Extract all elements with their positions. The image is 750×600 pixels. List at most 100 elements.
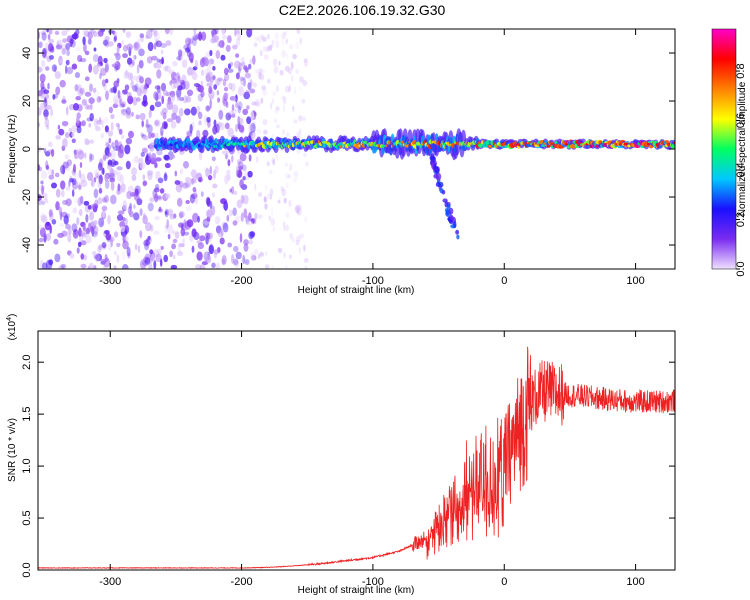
heatmap-cell [181, 74, 187, 84]
heatmap-cell [90, 225, 95, 234]
heatmap-cell [101, 166, 104, 175]
heatmap-cell [154, 193, 159, 203]
heatmap-cell [171, 95, 176, 102]
heatmap-cell [208, 58, 215, 65]
heatmap-cell [147, 202, 154, 212]
heatmap-cell [43, 147, 47, 154]
heatmap-cell [263, 196, 266, 203]
heatmap-cell [119, 174, 124, 185]
heatmap-cell [121, 89, 128, 95]
heatmap-cell [84, 50, 90, 56]
heatmap-cell [60, 189, 65, 198]
heatmap-cell [232, 220, 238, 226]
heatmap-cell [205, 255, 212, 264]
heatmap-cell [222, 150, 229, 156]
heatmap-cell [87, 204, 92, 210]
heatmap-cell [49, 55, 54, 60]
heatmap-cell [113, 35, 118, 42]
heatmap-cell [46, 124, 50, 130]
heatmap-cell [272, 91, 276, 96]
heatmap-cell [227, 68, 234, 73]
heatmap-cell [291, 237, 296, 243]
heatmap-cell [168, 69, 175, 75]
spectrogram-heatmap [38, 29, 675, 269]
heatmap-cell [301, 98, 306, 104]
heatmap-cell [122, 200, 128, 211]
heatmap-cell [92, 87, 97, 93]
heatmap-cell [243, 239, 249, 246]
heatmap-cell [178, 107, 184, 117]
heatmap-cell [186, 66, 194, 76]
spectrogram-x-axis-label: Height of straight line (km) [298, 285, 415, 296]
heatmap-cell [41, 32, 47, 41]
heatmap-cell [117, 183, 121, 192]
heatmap-cell [247, 77, 252, 82]
heatmap-cell [212, 65, 216, 71]
heatmap-cell [103, 258, 111, 268]
heatmap-cell [195, 264, 202, 269]
heatmap-cell [104, 174, 109, 182]
heatmap-cell [131, 59, 135, 66]
heatmap-cell [101, 79, 106, 87]
heatmap-cell [211, 156, 216, 162]
heatmap-cell [71, 189, 75, 198]
heatmap-cell [161, 120, 169, 130]
heatmap-cell [155, 170, 161, 181]
heatmap-cell [212, 192, 216, 198]
heatmap-cell [65, 223, 71, 230]
heatmap-cell [296, 29, 301, 35]
heatmap-cell [79, 57, 87, 63]
heatmap-cell [229, 96, 237, 101]
heatmap-cell [172, 255, 176, 260]
heatmap-cell [65, 132, 70, 139]
heatmap-cell [177, 222, 185, 228]
heatmap-cell [72, 163, 77, 173]
heatmap-cell [156, 248, 162, 255]
heatmap-cell [248, 63, 252, 70]
heatmap-cell [218, 109, 224, 120]
heatmap-cell [107, 164, 112, 171]
heatmap-cell [104, 179, 110, 190]
heatmap-cell [42, 47, 47, 58]
heatmap-cell [211, 262, 216, 269]
heatmap-cell [296, 131, 300, 136]
heatmap-cell [184, 47, 191, 53]
heatmap-cell [100, 67, 107, 77]
heatmap-cell [84, 137, 89, 146]
heatmap-cell [225, 153, 230, 159]
heatmap-cell [45, 221, 51, 226]
heatmap-cell [190, 106, 197, 116]
heatmap-cell [80, 263, 87, 269]
heatmap-cell [80, 179, 88, 188]
heatmap-cell [206, 116, 211, 123]
heatmap-cell [264, 203, 268, 210]
heatmap-cell [54, 71, 61, 80]
heatmap-cell [71, 138, 76, 144]
heatmap-cell [170, 120, 177, 129]
heatmap-cell [102, 197, 107, 203]
heatmap-cell [104, 229, 110, 235]
heatmap-cell [304, 265, 308, 269]
heatmap-cell [40, 212, 46, 222]
heatmap-cell [133, 204, 136, 209]
heatmap-cell [275, 153, 278, 161]
heatmap-cell [261, 85, 267, 91]
heatmap-cell [207, 232, 212, 242]
heatmap-cell [166, 218, 170, 229]
heatmap-cell [120, 225, 126, 233]
heatmap-cell [189, 194, 196, 204]
heatmap-cell [271, 134, 275, 140]
heatmap-cell [283, 104, 286, 112]
heatmap-cell [208, 86, 213, 94]
heatmap-cell [146, 169, 154, 176]
heatmap-cell [287, 174, 291, 179]
heatmap-cell [134, 243, 138, 251]
heatmap-cell [110, 194, 117, 205]
heatmap-cell [94, 199, 99, 209]
heatmap-cell [266, 161, 270, 167]
heatmap-cell [112, 103, 119, 109]
heatmap-cell [154, 120, 159, 126]
heatmap-cell [223, 92, 228, 102]
heatmap-cell [129, 72, 134, 82]
